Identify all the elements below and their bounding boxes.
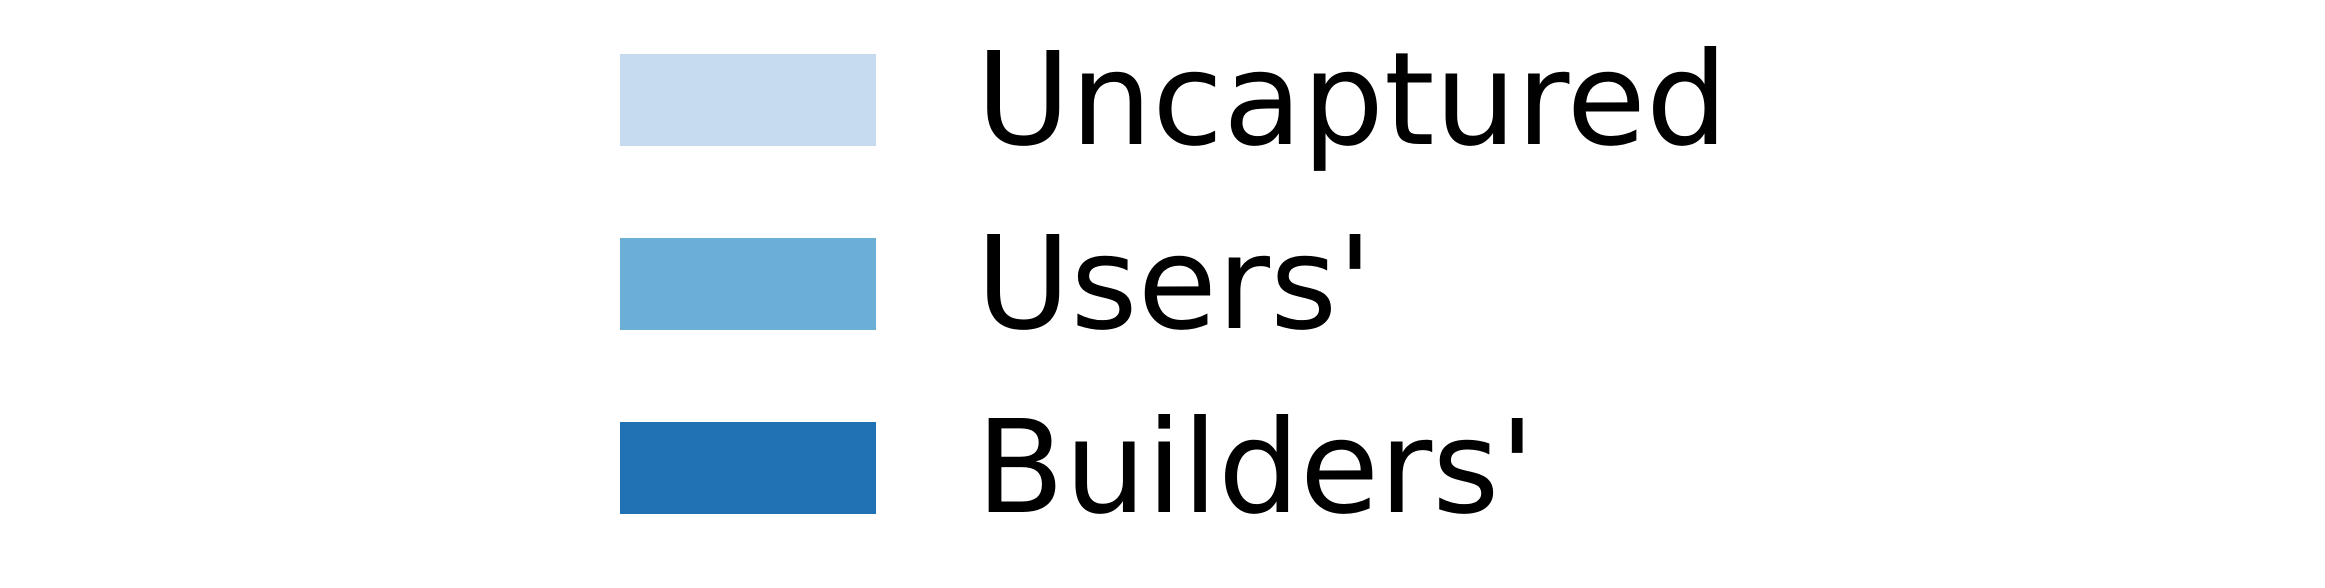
legend-label-builders: Builders'	[976, 393, 1535, 543]
legend-label-users: Users'	[976, 209, 1373, 359]
legend-entry-builders: Builders'	[620, 393, 1535, 543]
legend-entry-users: Users'	[620, 209, 1373, 359]
legend-swatch-users	[620, 238, 876, 330]
legend-swatch-uncaptured	[620, 54, 876, 146]
legend-swatch-builders	[620, 422, 876, 514]
legend-entry-uncaptured: Uncaptured	[620, 25, 1728, 175]
legend-label-uncaptured: Uncaptured	[976, 25, 1728, 175]
